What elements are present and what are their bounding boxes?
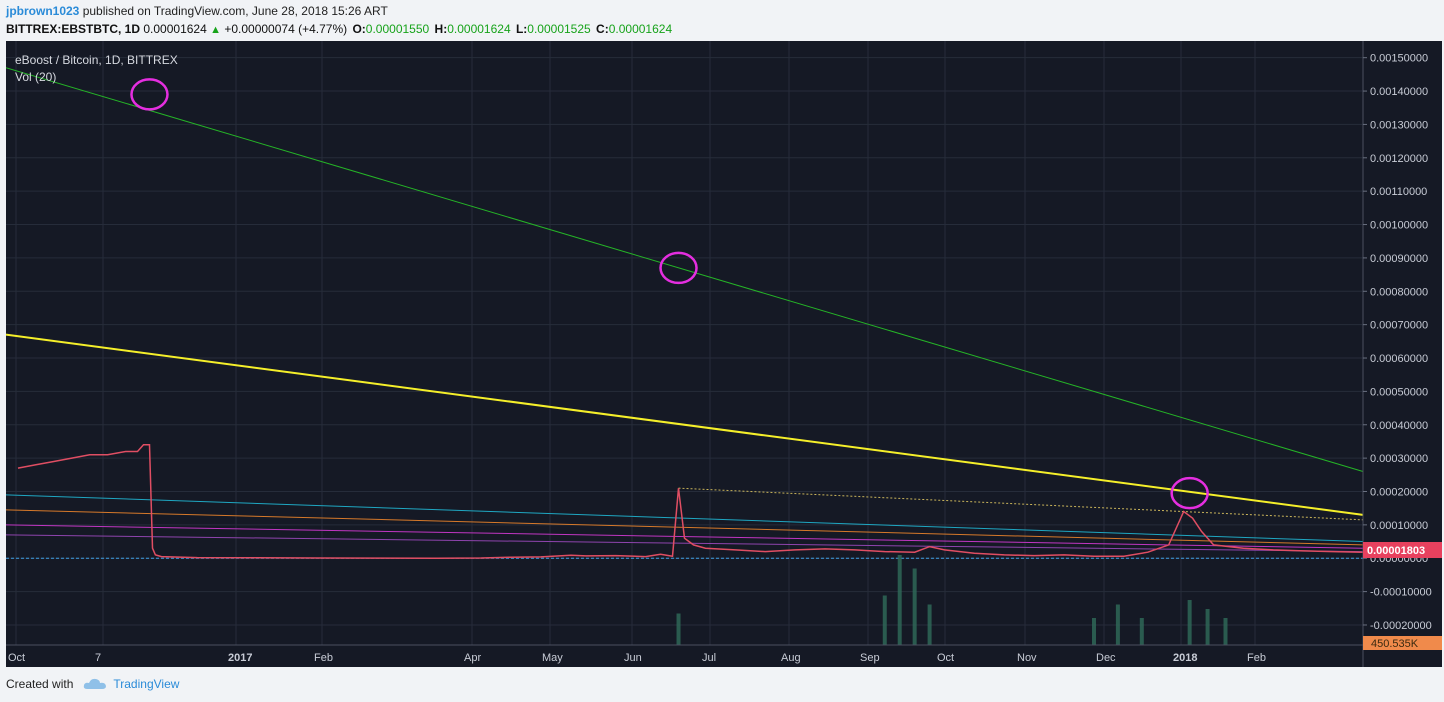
- time-tick-label: Sep: [860, 652, 880, 664]
- time-tick-label: Feb: [1247, 652, 1266, 664]
- price-tick-label: 0.00040000: [1370, 420, 1428, 432]
- price-tick-label: 0.00150000: [1370, 53, 1428, 65]
- low-value: 0.00001525: [527, 22, 591, 36]
- volume-bar: [1139, 618, 1144, 645]
- high-label: H:: [434, 22, 448, 36]
- price-tick-label: 0.00140000: [1370, 86, 1428, 98]
- trendline: [6, 509, 1364, 546]
- price-tick-label: 0.00060000: [1370, 353, 1428, 365]
- time-tick-label: Oct: [937, 652, 954, 664]
- time-tick-label: 7: [95, 652, 101, 664]
- created-with-text: Created with: [6, 677, 74, 691]
- time-axis: Oct 7 2017 Feb Apr May Jun Jul Aug Sep Oct Nov Dec 20…: [8, 652, 1266, 664]
- last-price-tag: 0.00001803: [1363, 542, 1442, 558]
- circle-markers: [130, 78, 1209, 510]
- high-value: 0.00001624: [447, 22, 511, 36]
- time-tick-label: Aug: [781, 652, 801, 664]
- price-tick-label: 0.00110000: [1370, 186, 1427, 198]
- volume-bar: [897, 555, 902, 645]
- trendline: [6, 67, 1364, 472]
- footer: Created with TradingView: [6, 677, 179, 691]
- price-tick-label: 0.00050000: [1370, 386, 1428, 398]
- symbol-name: BITTREX:EBSTBTC, 1D: [6, 22, 141, 36]
- time-tick-label: Jun: [624, 652, 642, 664]
- price-change: +0.00000074 (+4.77%): [224, 22, 348, 36]
- chart-frame: [6, 41, 1442, 667]
- author-link[interactable]: jpbrown1023: [6, 4, 80, 18]
- volume-bar: [927, 604, 932, 645]
- price-tick-label: 0.00130000: [1370, 119, 1428, 131]
- chart-title: eBoost / Bitcoin, 1D, BITTREX: [15, 53, 178, 67]
- volume-bars: [676, 555, 1228, 645]
- trendline: [6, 333, 1364, 516]
- time-tick-label: 2017: [228, 652, 252, 664]
- trendline: [6, 534, 1364, 553]
- price-axis-panel: [1363, 41, 1442, 667]
- time-tick-label: Dec: [1096, 652, 1116, 664]
- price-tick-label: -0.00020000: [1370, 620, 1432, 632]
- tradingview-cloud-icon[interactable]: [83, 677, 107, 691]
- price-tick-label: 0.00090000: [1370, 253, 1428, 265]
- close-value: 0.00001624: [608, 22, 673, 36]
- price-tick-label: 0.00070000: [1370, 320, 1428, 332]
- volume-tag-box: [1363, 636, 1442, 650]
- time-tick-label: May: [542, 652, 563, 664]
- volume-bar: [1223, 618, 1228, 645]
- time-tick-label: Jul: [702, 652, 716, 664]
- chart-grid: [6, 41, 1363, 645]
- circle-marker: [659, 251, 698, 285]
- price-axis: 0.00150000 0.00140000 0.00130000 0.00120000…: [1363, 53, 1432, 632]
- price-tick-label: 0.00080000: [1370, 286, 1428, 298]
- price-tick-label: 0.00010000: [1370, 520, 1428, 532]
- time-tick-label: Feb: [314, 652, 333, 664]
- time-tick-label: Oct: [8, 652, 25, 664]
- volume-indicator-label: Vol (20): [15, 70, 56, 84]
- price-tick-label: 0.00020000: [1370, 486, 1428, 498]
- tradingview-link[interactable]: TradingView: [113, 677, 180, 691]
- symbol-info: BITTREX:EBSTBTC, 1D 0.00001624 ▲ +0.0000…: [6, 22, 672, 36]
- price-tag-box: [1363, 542, 1442, 558]
- low-label: L:: [515, 22, 528, 36]
- time-tick-label: 2018: [1173, 652, 1197, 664]
- volume-bar: [1091, 618, 1096, 645]
- price-tick-label: 0.00100000: [1370, 220, 1428, 232]
- price-tick-label: -0.00010000: [1370, 587, 1432, 599]
- trendlines: [6, 67, 1364, 559]
- volume-bar: [882, 595, 887, 645]
- last-price: 0.00001624: [143, 22, 207, 36]
- price-tick-label: 0.00120000: [1370, 153, 1428, 165]
- volume-tag-text: 450.535K: [1371, 638, 1419, 650]
- circle-marker: [1170, 476, 1209, 510]
- open-value: 0.00001550: [365, 22, 430, 36]
- triangle-up-icon: ▲: [210, 24, 221, 36]
- published-text: published on TradingView.com, June 28, 2…: [82, 4, 388, 18]
- volume-bar: [912, 568, 917, 645]
- open-label: O:: [352, 22, 366, 36]
- price-chart[interactable]: 0.00150000 0.00140000 0.00130000 0.00120000…: [6, 41, 1442, 667]
- volume-bar: [1205, 609, 1210, 645]
- price-line: [17, 444, 1364, 559]
- publish-info: jpbrown1023 published on TradingView.com…: [6, 4, 388, 18]
- circle-marker: [130, 78, 169, 111]
- price-tick-label: 0.00030000: [1370, 453, 1428, 465]
- time-tick-label: Apr: [464, 652, 481, 664]
- price-series: [17, 444, 1364, 559]
- dotted-trendline: [678, 487, 1364, 521]
- trendline: [6, 494, 1364, 543]
- close-label: C:: [596, 22, 609, 36]
- time-tick-label: Nov: [1017, 652, 1037, 664]
- volume-bar: [1115, 604, 1120, 645]
- volume-bar: [1187, 600, 1192, 645]
- volume-tag: 450.535K: [1363, 636, 1442, 650]
- volume-bar: [676, 613, 681, 645]
- price-tag-text: 0.00001803: [1367, 545, 1425, 557]
